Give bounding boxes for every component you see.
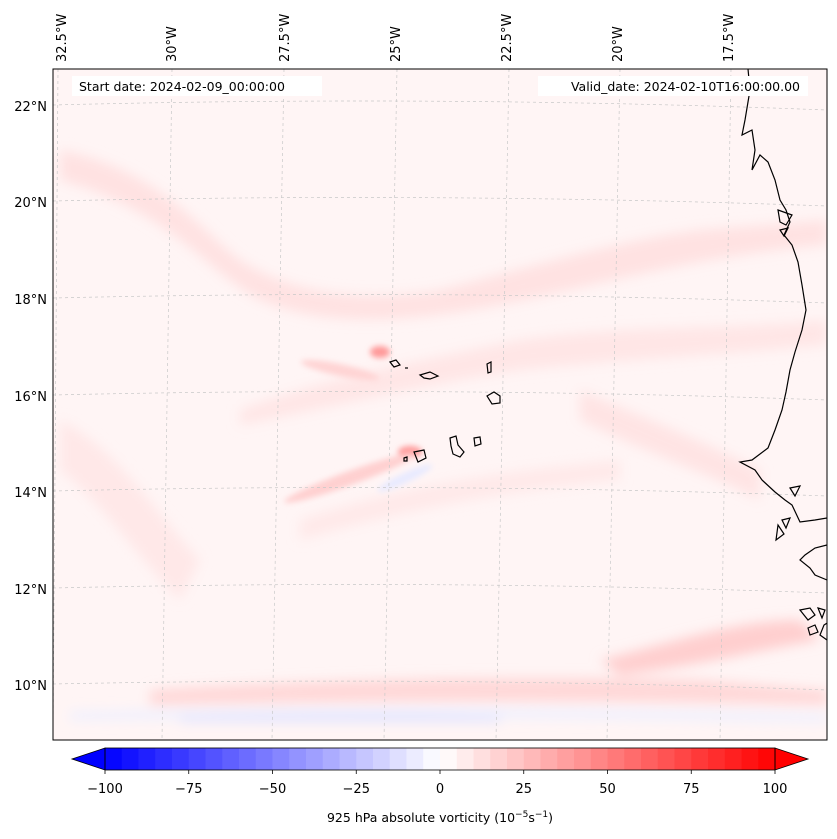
- lat-label: 16°N: [14, 390, 47, 405]
- colorbar-segment: [155, 748, 173, 770]
- colorbar-segment: [691, 748, 709, 770]
- colorbar-tick-label: 75: [683, 782, 700, 797]
- lon-label: 25°W: [389, 26, 404, 62]
- colorbar-tick-label: −100: [87, 782, 123, 797]
- colorbar-segment: [574, 748, 592, 770]
- colorbar-segment: [624, 748, 642, 770]
- colorbar-tick-label: 50: [599, 782, 616, 797]
- colorbar-segment: [105, 748, 123, 770]
- colorbar-tick-label: −50: [259, 782, 286, 797]
- lon-label: 17.5°W: [722, 14, 737, 62]
- lat-label: 22°N: [14, 100, 47, 115]
- colorbar-max-extend: [774, 747, 810, 771]
- colorbar-segment: [540, 748, 558, 770]
- colorbar-tick-label: −25: [343, 782, 370, 797]
- colorbar-segment: [222, 748, 240, 770]
- map-frame: [52, 68, 828, 741]
- colorbar-segment: [507, 748, 525, 770]
- colorbar-tick-label: −75: [175, 782, 202, 797]
- lon-label: 20°W: [611, 26, 626, 62]
- colorbar-title: 925 hPa absolute vorticity (10−5s−1): [327, 810, 553, 825]
- colorbar-segment: [724, 748, 743, 770]
- wake-features: [284, 346, 433, 503]
- lon-label: 32.5°W: [55, 14, 70, 62]
- colorbar: −100 −75 −50 −25 0 25 50 75 100 925 hPa …: [70, 747, 810, 825]
- coastline: [738, 69, 827, 641]
- colorbar-segment: [641, 748, 659, 770]
- start-date-box: [72, 76, 322, 96]
- colorbar-tick-marks: [104, 770, 776, 774]
- colorbar-segment: [674, 748, 692, 770]
- colorbar-segment: [758, 748, 776, 770]
- colorbar-segments: [105, 748, 776, 770]
- colorbar-segment: [741, 748, 759, 770]
- lat-label: 20°N: [14, 196, 47, 211]
- colorbar-segment: [557, 748, 575, 770]
- colorbar-segment: [708, 748, 726, 770]
- colorbar-segment: [306, 748, 324, 770]
- lat-label: 10°N: [14, 679, 47, 694]
- colorbar-segment: [373, 748, 391, 770]
- lon-label: 30°W: [165, 26, 180, 62]
- gridlines: [53, 69, 827, 740]
- colorbar-segment: [440, 748, 458, 770]
- lat-label: 14°N: [14, 486, 47, 501]
- colorbar-segment: [255, 748, 274, 770]
- colorbar-segment: [590, 748, 609, 770]
- colorbar-min-extend: [70, 747, 106, 771]
- colorbar-segment: [138, 748, 156, 770]
- colorbar-tick-label: 100: [763, 782, 788, 797]
- colorbar-segment: [473, 748, 491, 770]
- longitude-labels: 32.5°W 30°W 27.5°W 25°W 22.5°W 20°W 17.5…: [55, 14, 737, 62]
- colorbar-segment: [339, 748, 357, 770]
- colorbar-segment: [657, 748, 676, 770]
- start-date-label: Start date: 2024-02-09_00:00:00: [79, 79, 285, 94]
- colorbar-segment: [406, 748, 424, 770]
- colorbar-segment: [289, 748, 307, 770]
- colorbar-segment: [205, 748, 223, 770]
- colorbar-segment: [490, 748, 508, 770]
- colorbar-segment: [456, 748, 475, 770]
- colorbar-segment: [172, 748, 190, 770]
- colorbar-segment: [188, 748, 207, 770]
- map-panel: [53, 69, 827, 740]
- lon-label: 27.5°W: [278, 14, 293, 62]
- colorbar-segment: [272, 748, 290, 770]
- colorbar-tick-label: 25: [515, 782, 532, 797]
- colorbar-segment: [423, 748, 441, 770]
- colorbar-segment: [523, 748, 542, 770]
- valid-date-box: [538, 76, 808, 96]
- colorbar-segment: [322, 748, 341, 770]
- colorbar-segment: [121, 748, 140, 770]
- colorbar-ticks: −100 −75 −50 −25 0 25 50 75 100: [87, 782, 787, 797]
- map-background: [53, 69, 827, 740]
- lon-label: 22.5°W: [500, 14, 515, 62]
- latitude-labels: 22°N 20°N 18°N 16°N 14°N 12°N 10°N: [14, 100, 47, 694]
- lat-label: 12°N: [14, 583, 47, 598]
- colorbar-segment: [607, 748, 625, 770]
- colorbar-segment: [239, 748, 257, 770]
- cape-verde-islands: [388, 359, 501, 463]
- valid-date-label: Valid_date: 2024-02-10T16:00:00.00: [571, 79, 800, 94]
- colorbar-tick-label: 0: [436, 782, 444, 797]
- colorbar-segment: [356, 748, 374, 770]
- africa-coastline: [738, 69, 827, 523]
- colorbar-segment: [389, 748, 408, 770]
- lat-label: 18°N: [14, 293, 47, 308]
